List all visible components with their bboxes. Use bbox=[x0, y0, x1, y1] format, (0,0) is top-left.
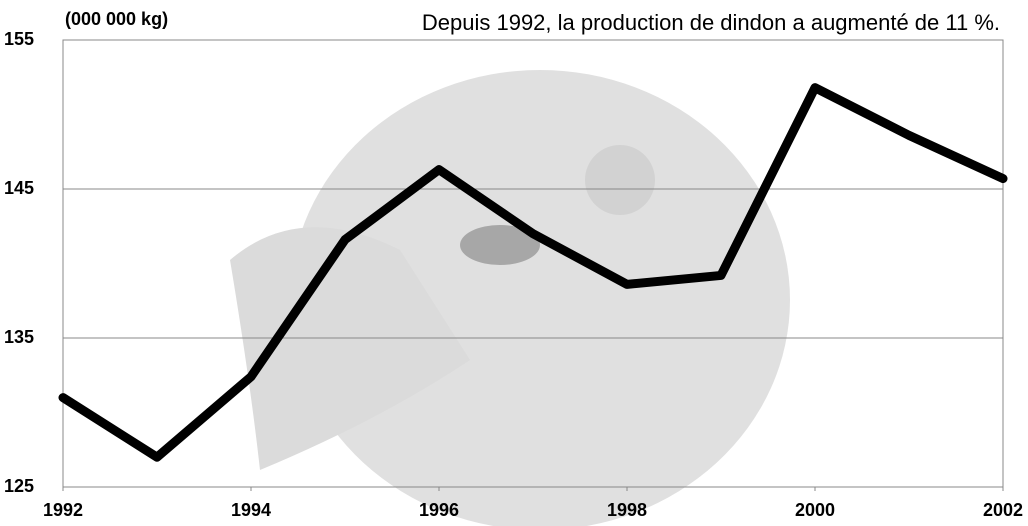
chart-title: Depuis 1992, la production de dindon a a… bbox=[422, 10, 1000, 35]
chart: (000 000 kg) Depuis 1992, la production … bbox=[0, 0, 1028, 526]
x-tick-label: 1992 bbox=[43, 500, 83, 520]
y-tick-label: 125 bbox=[4, 476, 34, 496]
y-tick-label: 145 bbox=[4, 178, 34, 198]
y-tick-label: 155 bbox=[4, 29, 34, 49]
x-tick-label: 1996 bbox=[419, 500, 459, 520]
x-tick-label: 2000 bbox=[795, 500, 835, 520]
y-tick-label: 135 bbox=[4, 327, 34, 347]
x-tick-label: 1998 bbox=[607, 500, 647, 520]
y-axis-label: (000 000 kg) bbox=[65, 9, 168, 29]
turkey-background bbox=[230, 70, 790, 526]
x-tick-label: 2002 bbox=[983, 500, 1023, 520]
x-tick-label: 1994 bbox=[231, 500, 271, 520]
